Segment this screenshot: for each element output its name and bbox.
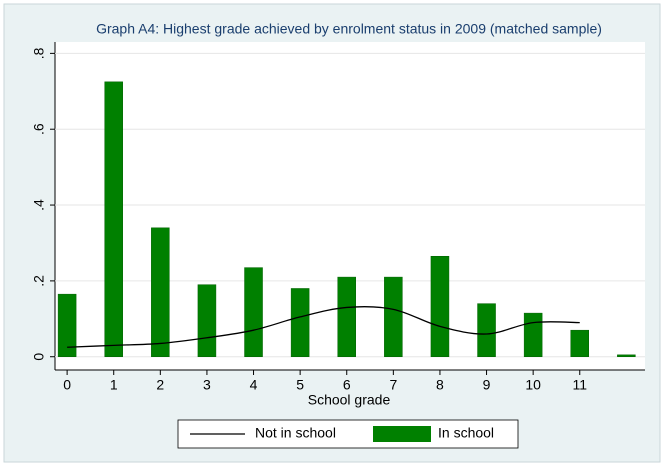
bar xyxy=(523,312,543,357)
bar xyxy=(337,276,356,357)
x-tick-label: 11 xyxy=(572,377,587,393)
x-tick-label: 7 xyxy=(389,377,397,393)
y-tick-label: 0 xyxy=(31,353,47,361)
x-tick-label: 1 xyxy=(110,377,118,393)
bar xyxy=(151,227,170,357)
bar xyxy=(104,81,123,357)
x-tick-label: 6 xyxy=(343,377,351,393)
y-tick-label: .4 xyxy=(31,199,47,211)
chart-title: Graph A4: Highest grade achieved by enro… xyxy=(96,21,602,37)
bar xyxy=(57,293,77,357)
x-tick-label: 10 xyxy=(525,377,541,393)
x-axis-title: School grade xyxy=(308,392,391,408)
y-tick-label: .8 xyxy=(31,47,47,59)
legend-label: Not in school xyxy=(255,425,336,441)
y-tick-label: .2 xyxy=(31,275,47,287)
bar xyxy=(384,276,403,357)
bar xyxy=(570,329,590,357)
bar xyxy=(197,284,217,357)
bar xyxy=(290,288,310,357)
x-tick-label: 5 xyxy=(296,377,304,393)
x-tick-label: 4 xyxy=(250,377,258,393)
line xyxy=(67,305,580,348)
x-tick-label: 0 xyxy=(63,377,71,393)
legend-swatch xyxy=(373,426,431,442)
x-tick-label: 3 xyxy=(203,377,211,393)
legend-label: In school xyxy=(438,425,494,441)
x-tick-label: 8 xyxy=(436,377,444,393)
bar xyxy=(477,303,496,357)
y-tick-label: .6 xyxy=(31,123,47,135)
bar xyxy=(244,267,263,357)
bar xyxy=(617,354,636,357)
x-tick-label: 2 xyxy=(156,377,164,393)
bar xyxy=(430,255,450,357)
x-tick-label: 9 xyxy=(483,377,491,393)
